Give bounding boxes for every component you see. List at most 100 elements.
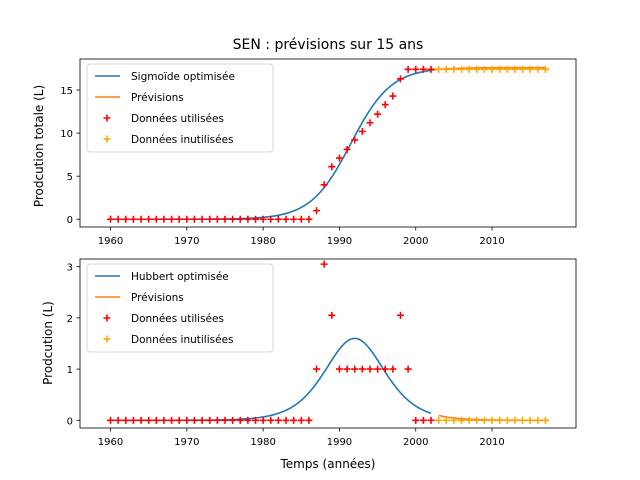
sigmoid-chart-point [274,215,282,223]
hubbert-chart-point [213,416,221,424]
sigmoid-chart-point [297,215,305,223]
hubbert-chart-xtick-label: 1980 [250,437,275,448]
hubbert-chart-point [511,416,519,424]
sigmoid-chart-plot-area: 1960 1970 1980 1990 2000 2010 0 5 10 15 [60,58,577,247]
sigmoid-chart-point [374,110,382,118]
hubbert-chart-point [450,416,458,424]
sigmoid-chart-point [221,215,229,223]
sigmoid-chart-point [107,215,115,223]
hubbert-chart-point [267,416,275,424]
hubbert-chart-point [282,416,290,424]
hubbert-chart-series-2 [107,260,435,424]
sigmoid-chart-point [129,215,137,223]
sigmoid-chart-point [335,154,343,162]
sigmoid-chart-point [122,215,130,223]
sigmoid-chart-point [458,65,466,73]
hubbert-chart-point [427,416,435,424]
hubbert-chart-point [320,260,328,268]
sigmoid-chart-xtick-label: 1960 [98,236,123,247]
sigmoid-chart-point [450,65,458,73]
sigmoid-chart-point [320,181,328,189]
hubbert-chart-point [305,416,313,424]
hubbert-chart-ytick-label: 2 [67,314,73,325]
sigmoid-chart-point [305,215,313,223]
hubbert-chart-point [236,416,244,424]
sigmoid-chart-point [137,215,145,223]
sigmoid-chart-point [259,215,267,223]
sigmoid-chart-point [366,119,374,127]
hubbert-chart-legend-label: Données utilisées [131,313,224,325]
hubbert-chart-point [351,365,359,373]
hubbert-chart-ytick-label: 3 [67,263,73,274]
hubbert-chart-point [404,365,412,373]
sigmoid-chart-point [419,65,427,73]
hubbert-chart-legend-box [86,263,274,353]
sigmoid-chart-point [213,215,221,223]
hubbert-chart-point [473,416,481,424]
hubbert-chart-point [259,416,267,424]
hubbert-chart-legend-item: Données inutilisées [103,334,234,346]
hubbert-chart-point [412,416,420,424]
hubbert-chart-point [465,416,473,424]
sigmoid-chart-point [541,65,549,73]
hubbert-chart-point [183,416,191,424]
sigmoid-chart-point [381,101,389,109]
sigmoid-chart-point [404,65,412,73]
hubbert-chart-point [374,365,382,373]
sigmoid-chart-point [183,215,191,223]
hubbert-chart-point [488,416,496,424]
sigmoid-chart-legend-item: Prévisions [95,92,184,104]
sigmoid-chart-title: SEN : prévisions sur 15 ans [233,37,424,53]
sigmoid-chart-xtick-label: 1980 [250,236,275,247]
hubbert-chart-point [526,416,534,424]
sigmoid-chart-point [435,65,443,73]
hubbert-chart-point [168,416,176,424]
sigmoid-chart-ytick-label: 15 [60,86,73,97]
hubbert-chart-point [419,416,427,424]
hubbert-chart-xtick-label: 2010 [479,437,504,448]
hubbert-chart-legend-label: Prévisions [131,292,184,304]
sigmoid-chart-point [343,145,351,153]
hubbert-chart-point [435,416,443,424]
hubbert-chart-ytick-label: 0 [67,416,73,427]
hubbert-chart-point [343,365,351,373]
hubbert-chart-xtick-label: 1960 [98,437,123,448]
hubbert-chart-point [313,365,321,373]
hubbert-chart-point [458,416,466,424]
sigmoid-chart-point [465,65,473,73]
sigmoid-chart-legend-label: Sigmoïde optimisée [131,71,235,83]
sigmoid-chart-point [152,215,160,223]
sigmoid-chart-point [282,215,290,223]
hubbert-chart-point [107,416,115,424]
sigmoid-chart-point [534,65,542,73]
sigmoid-chart-point [206,215,214,223]
hubbert-chart-point [328,311,336,319]
sigmoid-chart-point [290,215,298,223]
hubbert-chart-series-3 [435,416,549,424]
hubbert-chart-legend-item: Données utilisées [103,313,224,325]
sigmoid-chart-point [389,92,397,100]
sigmoid-chart-legend: Sigmoïde optimisée Prévisions Données util… [86,63,274,153]
sigmoid-chart-point [229,215,237,223]
sigmoid-chart-point [313,207,321,215]
hubbert-chart-axes-frame [79,258,577,429]
hubbert-chart-point [366,365,374,373]
sigmoid-chart-point [328,163,336,171]
sigmoid-chart-point [236,215,244,223]
hubbert-chart-point [358,365,366,373]
hubbert-chart-point [442,416,450,424]
sigmoid-chart-point [503,65,511,73]
hubbert-chart-point [381,365,389,373]
sigmoid-chart-axes-frame [79,58,577,228]
hubbert-chart-point [137,416,145,424]
hubbert-chart-point [229,416,237,424]
hubbert-chart-point [534,416,542,424]
sigmoid-chart-point [396,75,404,83]
sigmoid-chart-legend-label: Données inutilisées [131,134,234,146]
hubbert-chart-point [389,365,397,373]
sigmoid-chart-xtick-label: 1990 [327,236,352,247]
hubbert-chart-point [519,416,527,424]
sigmoid-chart-legend-item: Données utilisées [103,113,224,125]
hubbert-chart-xlabel: Temps (années) [280,457,376,471]
sigmoid-chart-xtick-label: 1970 [174,236,199,247]
